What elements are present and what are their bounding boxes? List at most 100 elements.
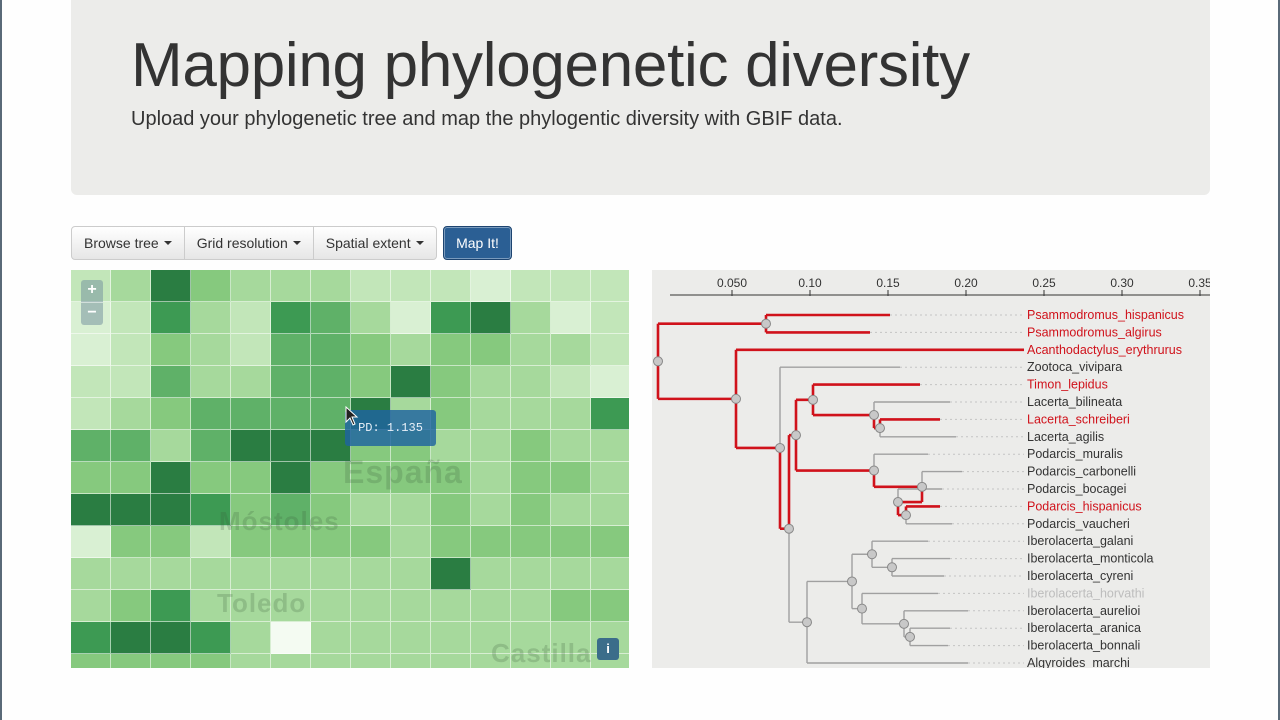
grid-cell[interactable]: [391, 334, 431, 366]
grid-cell[interactable]: [231, 398, 271, 430]
grid-cell[interactable]: [471, 398, 511, 430]
grid-cell[interactable]: [351, 494, 391, 526]
grid-cell[interactable]: [71, 462, 111, 494]
grid-cell[interactable]: [391, 494, 431, 526]
tree-node[interactable]: [917, 481, 927, 492]
grid-cell[interactable]: [431, 590, 471, 622]
grid-cell[interactable]: [471, 622, 511, 654]
grid-cell[interactable]: [431, 558, 471, 590]
grid-cell[interactable]: [71, 526, 111, 558]
grid-cell[interactable]: [431, 398, 471, 430]
grid-cell[interactable]: [471, 334, 511, 366]
grid-cell[interactable]: [511, 462, 551, 494]
grid-cell[interactable]: [551, 430, 591, 462]
grid-cell[interactable]: [591, 270, 629, 302]
tree-leaf-label[interactable]: Lacerta_agilis: [1027, 430, 1104, 444]
tree-node[interactable]: [847, 576, 857, 587]
grid-cell[interactable]: [391, 590, 431, 622]
grid-cell[interactable]: [431, 622, 471, 654]
grid-cell[interactable]: [391, 302, 431, 334]
grid-cell[interactable]: [551, 398, 591, 430]
grid-cell[interactable]: [111, 366, 151, 398]
grid-cell[interactable]: [111, 270, 151, 302]
grid-cell[interactable]: [471, 526, 511, 558]
grid-cell[interactable]: [271, 270, 311, 302]
grid-cell[interactable]: [151, 302, 191, 334]
tree-leaf-label[interactable]: Iberolacerta_aurelioi: [1027, 604, 1140, 618]
grid-cell[interactable]: [271, 494, 311, 526]
grid-cell[interactable]: [191, 526, 231, 558]
grid-cell[interactable]: [591, 334, 629, 366]
tree-node[interactable]: [869, 410, 879, 421]
grid-cell[interactable]: [111, 494, 151, 526]
grid-cell[interactable]: [431, 494, 471, 526]
grid-cell[interactable]: [191, 398, 231, 430]
grid-cell[interactable]: [471, 494, 511, 526]
grid-cell[interactable]: [431, 462, 471, 494]
grid-cell[interactable]: [231, 494, 271, 526]
grid-cell[interactable]: [271, 366, 311, 398]
grid-cell[interactable]: [311, 334, 351, 366]
grid-cell[interactable]: [431, 526, 471, 558]
tree-leaf-label[interactable]: Iberolacerta_cyreni: [1027, 569, 1133, 583]
grid-cell[interactable]: [511, 590, 551, 622]
grid-cell[interactable]: [231, 590, 271, 622]
tree-leaf-label[interactable]: Podarcis_bocagei: [1027, 482, 1126, 496]
grid-cell[interactable]: [191, 366, 231, 398]
grid-cell[interactable]: [271, 590, 311, 622]
grid-cell[interactable]: [351, 622, 391, 654]
grid-cell[interactable]: [71, 654, 111, 668]
grid-cell[interactable]: [311, 558, 351, 590]
grid-resolution-dropdown[interactable]: Grid resolution: [184, 226, 314, 260]
grid-cell[interactable]: [511, 558, 551, 590]
tree-node[interactable]: [808, 394, 818, 405]
grid-cell[interactable]: [231, 526, 271, 558]
grid-cell[interactable]: [391, 558, 431, 590]
grid-cell[interactable]: [271, 622, 311, 654]
grid-cell[interactable]: [191, 334, 231, 366]
grid-cell[interactable]: [151, 558, 191, 590]
grid-cell[interactable]: [591, 430, 629, 462]
grid-cell[interactable]: [311, 366, 351, 398]
grid-cell[interactable]: [351, 526, 391, 558]
grid-cell[interactable]: [71, 558, 111, 590]
grid-cell[interactable]: [471, 654, 511, 668]
tree-leaf-label[interactable]: Algyroides_marchi: [1027, 656, 1130, 668]
grid-cell[interactable]: [271, 654, 311, 668]
grid-cell[interactable]: [351, 462, 391, 494]
grid-cell[interactable]: [351, 654, 391, 668]
tree-node[interactable]: [653, 356, 663, 367]
grid-cell[interactable]: [191, 654, 231, 668]
grid-cell[interactable]: [511, 270, 551, 302]
grid-cell[interactable]: [151, 590, 191, 622]
grid-cell[interactable]: [591, 558, 629, 590]
grid-cell[interactable]: [551, 366, 591, 398]
grid-cell[interactable]: [311, 270, 351, 302]
tree-node[interactable]: [775, 442, 785, 453]
tree-leaf-label[interactable]: Iberolacerta_monticola: [1027, 552, 1154, 566]
tree-leaf-label[interactable]: Zootoca_vivipara: [1027, 360, 1122, 374]
grid-cell[interactable]: [551, 558, 591, 590]
grid-cell[interactable]: [431, 366, 471, 398]
grid-cell[interactable]: [151, 462, 191, 494]
grid-cell[interactable]: [471, 430, 511, 462]
grid-cell[interactable]: [471, 366, 511, 398]
grid-cell[interactable]: [151, 366, 191, 398]
grid-cell[interactable]: [351, 334, 391, 366]
grid-cell[interactable]: [591, 302, 629, 334]
tree-node[interactable]: [901, 510, 911, 521]
grid-cell[interactable]: [311, 302, 351, 334]
grid-cell[interactable]: [231, 654, 271, 668]
grid-cell[interactable]: [351, 366, 391, 398]
info-button[interactable]: i: [597, 638, 619, 660]
tree-node[interactable]: [869, 465, 879, 476]
grid-cell[interactable]: [511, 526, 551, 558]
grid-cell[interactable]: [111, 334, 151, 366]
tree-leaf-label[interactable]: Podarcis_carbonelli: [1027, 465, 1136, 479]
grid-cell[interactable]: [151, 494, 191, 526]
grid-cell[interactable]: [551, 270, 591, 302]
grid-cell[interactable]: [551, 462, 591, 494]
grid-cell[interactable]: [511, 302, 551, 334]
grid-cell[interactable]: [111, 462, 151, 494]
grid-cell[interactable]: [111, 302, 151, 334]
